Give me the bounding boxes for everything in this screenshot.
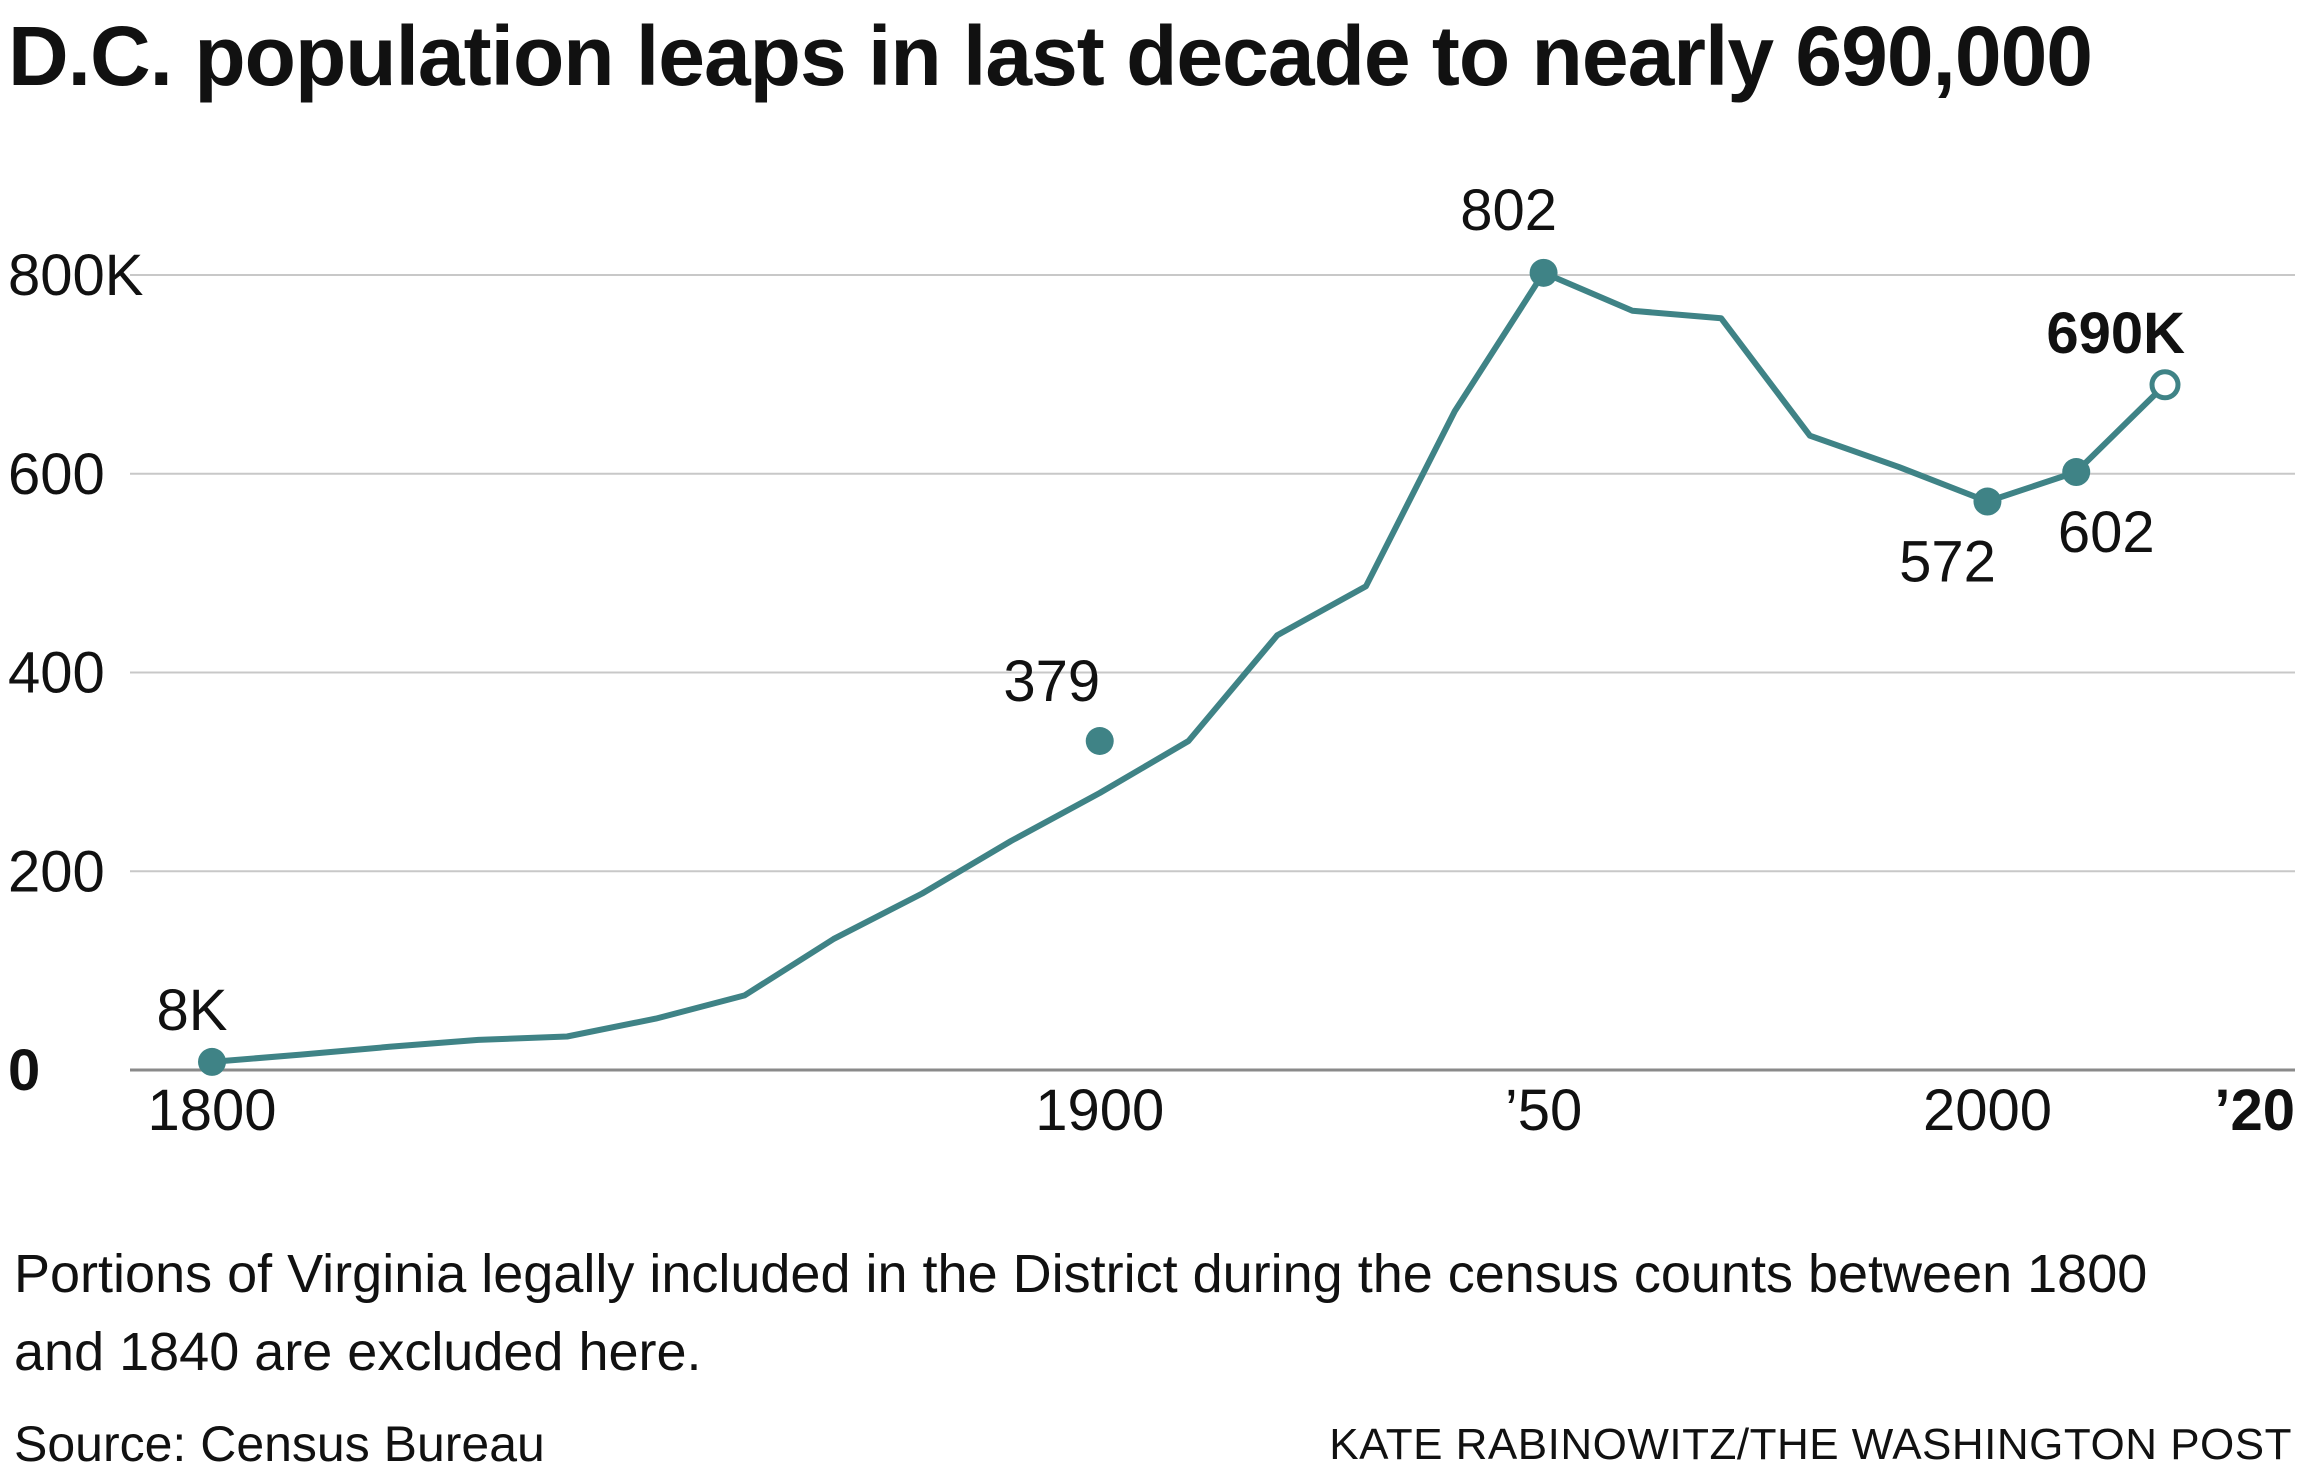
y-tick-label: 600 xyxy=(8,442,105,507)
credit-line: KATE RABINOWITZ/THE WASHINGTON POST xyxy=(1329,1420,2292,1469)
point-marker xyxy=(2062,458,2091,487)
open-point-marker xyxy=(2149,369,2181,401)
x-tick-label: 1900 xyxy=(1035,1078,1164,1143)
x-tick-label: ’50 xyxy=(1505,1078,1582,1143)
x-tick-label: 1800 xyxy=(147,1078,276,1143)
y-tick-label: 800K xyxy=(8,243,144,308)
y-tick-label: 400 xyxy=(8,641,105,706)
chart-title: D.C. population leaps in last decade to … xyxy=(8,9,2093,103)
point-marker xyxy=(1973,487,2002,516)
data-label: 8K xyxy=(157,978,228,1043)
data-label: 379 xyxy=(1003,649,1100,714)
data-label: 690K xyxy=(2046,301,2185,366)
data-label: 802 xyxy=(1460,178,1557,243)
footnote: Portions of Virginia legally included in… xyxy=(14,1244,2148,1382)
point-marker xyxy=(1529,258,1558,287)
gridlines xyxy=(130,274,2295,1072)
point-marker xyxy=(1085,727,1114,756)
x-axis-ticks: 1800 1900 ’50 2000 ’20 xyxy=(147,1078,2295,1143)
data-labels: 8K 379 802 572 602 690K xyxy=(157,178,2186,1043)
series-lines xyxy=(209,269,2168,1065)
x-tick-label: ’20 xyxy=(2214,1078,2295,1143)
point-marker xyxy=(198,1047,226,1076)
data-label: 602 xyxy=(2058,500,2155,565)
y-tick-label: 200 xyxy=(8,839,105,904)
x-tick-label: 2000 xyxy=(1923,1078,2052,1143)
y-tick-label: 0 xyxy=(8,1038,40,1103)
data-points xyxy=(198,258,2181,1076)
data-label: 572 xyxy=(1899,530,1996,595)
series-line xyxy=(209,269,2168,1065)
source-line: Source: Census Bureau xyxy=(14,1416,545,1472)
y-axis-ticks: 0 200 400 600 800K xyxy=(8,243,144,1103)
